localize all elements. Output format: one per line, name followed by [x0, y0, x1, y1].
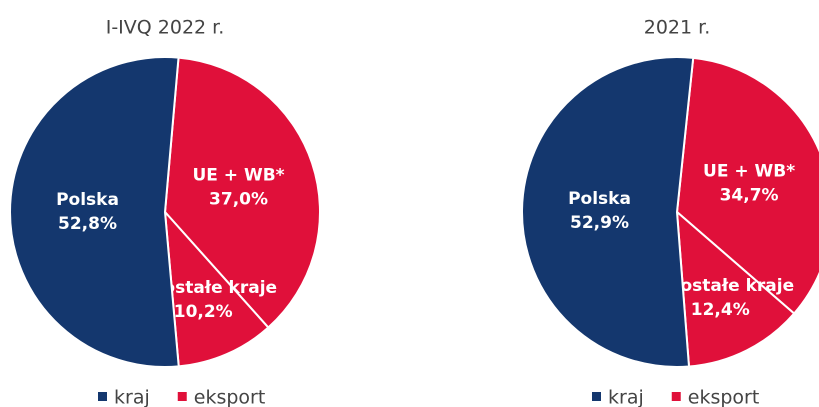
- slice-value: 34,7%: [720, 186, 779, 206]
- legend-swatch: [592, 392, 601, 401]
- pie-slice: [163, 56, 321, 329]
- pie-slice: [8, 56, 180, 368]
- pie-slice: [675, 209, 796, 368]
- legend-swatch: [671, 392, 681, 401]
- slice-category: Polska: [568, 189, 631, 209]
- slice-category: UE + WB*: [703, 162, 795, 182]
- slice-value: 10,2%: [174, 302, 233, 322]
- slice-category: UE + WB*: [192, 166, 284, 186]
- chart-title: 2021 r.: [644, 17, 711, 39]
- legend-label: kraj: [608, 387, 644, 407]
- chart-title: I-IVQ 2022 r.: [106, 17, 225, 39]
- pie-slice: [521, 56, 695, 368]
- slice-value: 37,0%: [209, 190, 268, 210]
- slice-value: 52,8%: [58, 214, 117, 234]
- legend-swatch: [177, 392, 187, 401]
- legend-swatch: [98, 392, 107, 401]
- slice-value: 52,9%: [570, 213, 629, 233]
- legend-label: eksport: [688, 387, 760, 407]
- slice-value: 12,4%: [691, 300, 750, 320]
- slice-category: Polska: [56, 190, 119, 210]
- legend-label: kraj: [114, 387, 150, 407]
- legend-label: eksport: [194, 387, 266, 407]
- pie-slice: [163, 209, 270, 368]
- pie-slice: [675, 56, 819, 315]
